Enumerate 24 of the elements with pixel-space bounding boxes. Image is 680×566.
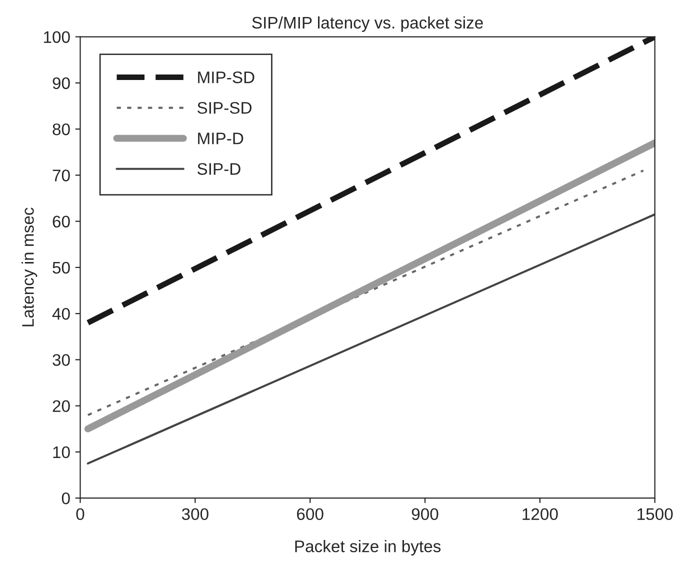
legend-label: MIP-SD [198,71,254,84]
x-tick-label: 600 [297,508,324,520]
y-tick-label: 90 [52,77,70,90]
y-tick-label: 80 [52,123,70,136]
x-tick-label: 1500 [638,508,673,520]
y-axis-title: Latency in msec [22,208,38,326]
legend-label: MIP-D [198,132,244,144]
legend-label: SIP-D [197,163,240,175]
y-tick-label: 50 [52,262,70,274]
y-tick-label: 40 [52,308,70,320]
x-tick-label: 900 [412,508,438,520]
x-axis-title: Packet size in bytes [295,540,441,556]
y-tick-label: 100 [44,31,70,43]
y-tick-label: 70 [52,170,70,182]
x-tick-label: 0 [76,508,84,520]
x-tick-label: 1200 [522,508,558,520]
y-tick-label: 60 [52,216,70,228]
y-tick-label: 20 [52,400,70,412]
x-tick-label: 300 [182,508,208,520]
chart-title: SIP/MIP latency vs. packet size [252,16,483,32]
y-tick-label: 0 [62,492,70,504]
y-tick-label: 30 [52,354,70,366]
y-tick-label: 10 [53,446,70,458]
legend-label: SIP-SD [197,102,252,114]
